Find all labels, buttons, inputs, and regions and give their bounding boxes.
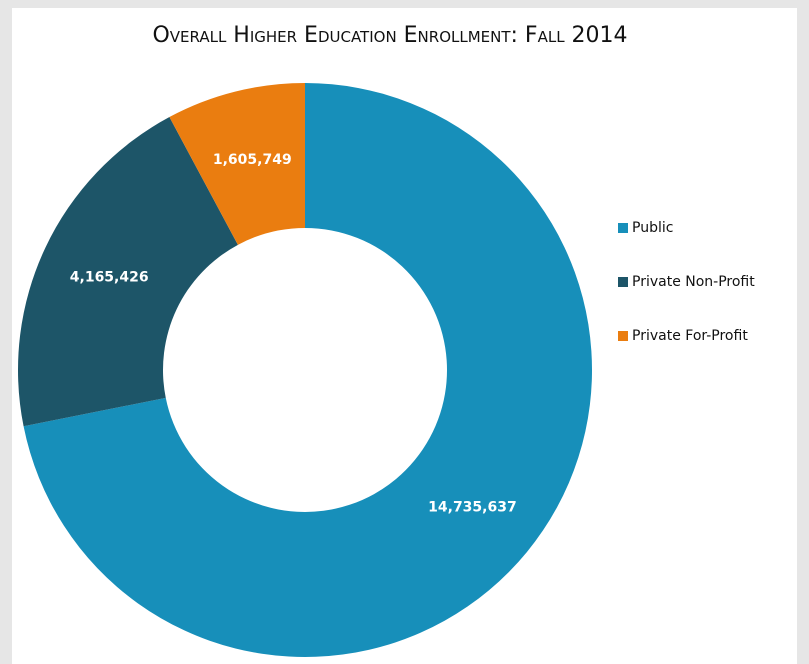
chart-title: Overall Higher Education Enrollment: Fal… bbox=[152, 23, 627, 48]
donut-slice bbox=[18, 117, 238, 427]
data-label: 14,735,637 bbox=[428, 499, 517, 515]
donut-slice bbox=[23, 83, 592, 657]
legend-swatch bbox=[618, 223, 628, 233]
data-label: 4,165,426 bbox=[70, 270, 149, 286]
legend-swatch bbox=[618, 277, 628, 287]
legend-label: Private For-Profit bbox=[632, 328, 748, 344]
legend-swatch bbox=[618, 331, 628, 341]
donut-slice bbox=[169, 83, 305, 245]
data-label: 1,605,749 bbox=[213, 152, 292, 168]
legend-label: Private Non-Profit bbox=[632, 274, 755, 290]
legend-label: Public bbox=[632, 220, 673, 236]
